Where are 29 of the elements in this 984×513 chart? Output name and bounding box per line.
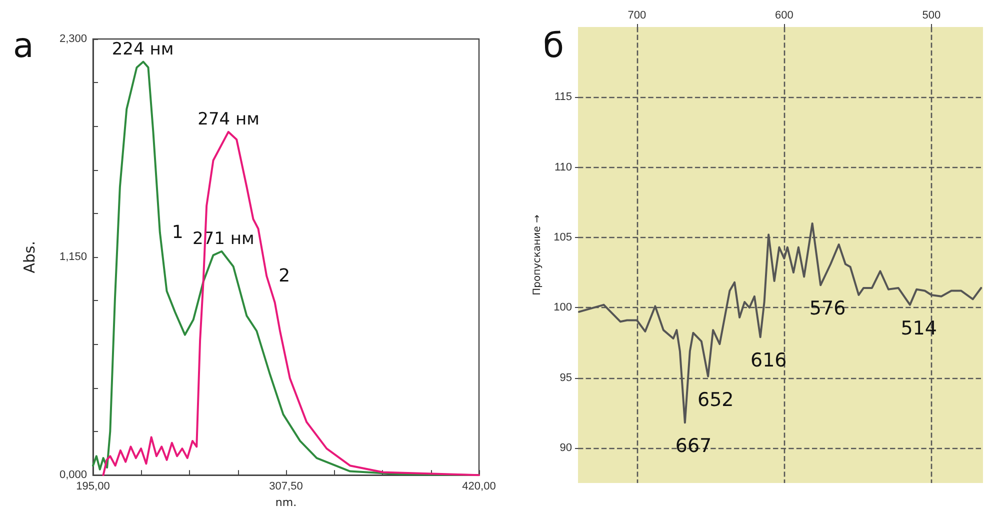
x-tick-label: 420,00 xyxy=(462,480,496,493)
y-tick-label: 0,000 xyxy=(59,469,87,482)
y-tick-label: 1,150 xyxy=(59,251,87,264)
chart-title: а xyxy=(13,26,34,66)
annotation: 514 xyxy=(900,317,937,340)
line-series xyxy=(102,130,480,476)
y-tick-label: 105 xyxy=(554,231,572,244)
annotation: 616 xyxy=(750,350,787,372)
x-tick-label: 600 xyxy=(775,10,794,22)
y-tick-label: 110 xyxy=(554,161,572,174)
y-tick-label: 100 xyxy=(554,302,572,314)
x-axis-title: nm. xyxy=(275,496,297,509)
annotation: 274 нм xyxy=(198,109,260,130)
annotation: 667 xyxy=(675,435,712,458)
y-tick-label: 2,300 xyxy=(59,33,87,45)
annotation: 652 xyxy=(697,388,734,411)
x-tick-label: 500 xyxy=(922,10,941,22)
y-axis-title: Abs. xyxy=(20,240,38,274)
x-tick-label: 195,00 xyxy=(76,480,110,493)
series-label: 1 xyxy=(172,222,184,243)
y-axis-title: Пропускание → xyxy=(532,214,544,296)
y-tick-label: 115 xyxy=(554,91,572,104)
x-tick-label: 700 xyxy=(628,10,646,22)
annotation: 224 нм xyxy=(112,39,174,60)
x-tick-label: 307,50 xyxy=(269,480,303,493)
y-tick-label: 90 xyxy=(560,442,572,454)
chart-title: б xyxy=(543,26,564,66)
y-tick-label: 95 xyxy=(560,372,572,384)
series-label: 2 xyxy=(278,266,290,287)
